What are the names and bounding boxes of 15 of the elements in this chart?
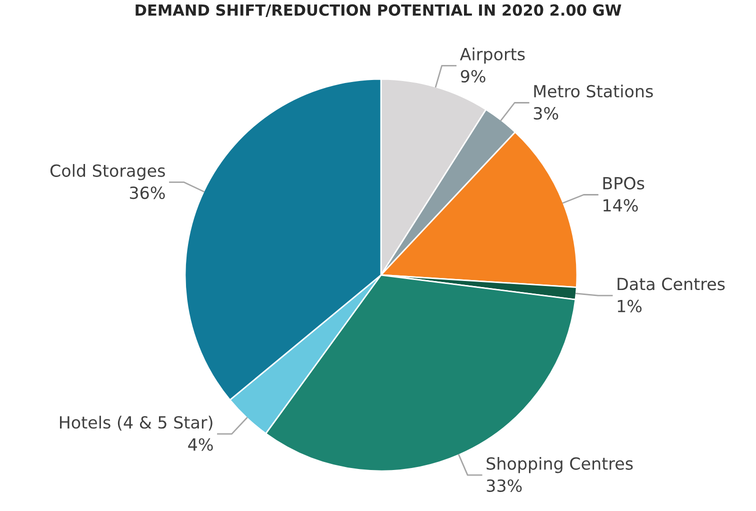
- data-label: 33%: [486, 479, 522, 492]
- slice-label: Data Centres: [618, 278, 725, 290]
- data-label: 3%: [534, 107, 558, 120]
- slice-label: Metro Stations: [534, 84, 653, 98]
- data-label: 36%: [130, 186, 165, 200]
- slice-label: BPOs: [603, 176, 644, 190]
- slice-label: Airports: [460, 48, 525, 64]
- slice-label: Hotels (4 & 5 Star): [60, 416, 212, 431]
- data-label: 14%: [604, 199, 638, 212]
- slice-label: Cold Storages: [50, 164, 165, 180]
- data-label: 9%: [460, 70, 486, 83]
- chart-title: DEMAND SHIFT/REDUCTION POTENTIAL IN 2020 2.00 GW: [136, 4, 622, 18]
- data-label: 1%: [618, 300, 642, 312]
- data-label: 4%: [188, 438, 213, 451]
- slice-label: Shopping Centres: [486, 456, 633, 474]
